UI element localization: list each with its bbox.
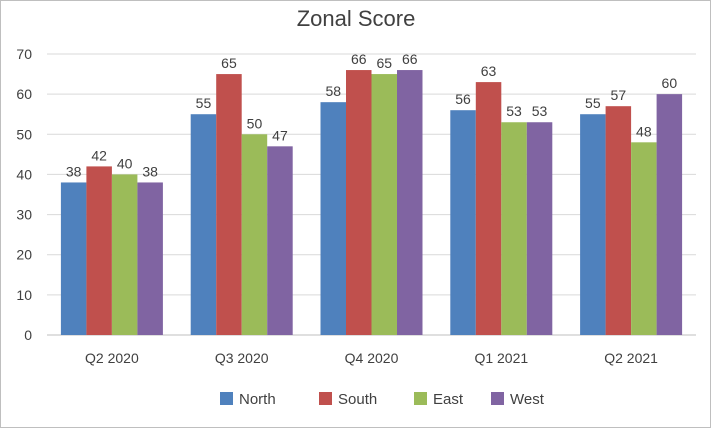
y-tick-label: 40 — [16, 166, 32, 182]
bar-east-4 — [501, 122, 527, 335]
data-label: 58 — [325, 83, 341, 99]
bar-south-3 — [346, 70, 372, 336]
data-label: 55 — [585, 95, 601, 111]
x-tick-label: Q3 2020 — [215, 350, 269, 366]
bar-south-4 — [475, 82, 502, 335]
legend-swatch — [319, 392, 332, 405]
legend-item-north: North — [220, 391, 276, 408]
data-label: 53 — [506, 103, 522, 119]
bar-east-2 — [241, 134, 268, 335]
data-label: 53 — [532, 103, 548, 119]
bar-east-1 — [111, 174, 138, 335]
bar-south-1 — [86, 166, 112, 335]
x-tick-label: Q2 2021 — [604, 350, 658, 366]
y-tick-label: 10 — [16, 287, 32, 303]
data-label: 47 — [272, 127, 288, 143]
data-label: 66 — [351, 51, 367, 67]
data-label: 65 — [376, 55, 392, 71]
x-tick-label: Q4 2020 — [345, 350, 399, 366]
bar-west-2 — [267, 146, 293, 335]
bar-north-4 — [450, 110, 476, 335]
y-tick-label: 20 — [16, 247, 32, 263]
bar-north-2 — [190, 114, 217, 335]
y-tick-label: 60 — [16, 86, 32, 102]
bar-west-4 — [526, 122, 553, 335]
data-label: 65 — [221, 55, 237, 71]
data-label: 38 — [142, 163, 158, 179]
data-label: 38 — [66, 163, 82, 179]
data-labels: 38 42 40 38 55 65 50 47 58 66 65 66 56 63 53 53 55 57 48 60 — [66, 51, 677, 179]
legend-label: North — [239, 391, 276, 408]
x-tick-label: Q1 2021 — [474, 350, 528, 366]
data-label: 60 — [662, 75, 678, 91]
bar-west-3 — [397, 70, 423, 336]
y-tick-label: 0 — [24, 327, 32, 343]
legend-item-south: South — [319, 391, 377, 408]
data-label: 48 — [636, 123, 652, 139]
legend-label: West — [510, 391, 545, 408]
data-label: 57 — [611, 87, 627, 103]
y-axis-ticks: 0 10 20 30 40 50 60 70 — [16, 46, 32, 343]
data-label: 42 — [91, 147, 107, 163]
legend-swatch — [414, 392, 427, 405]
bar-east-5 — [631, 142, 657, 335]
data-label: 40 — [117, 155, 133, 171]
legend-swatch — [220, 392, 233, 405]
legend-item-east: East — [414, 391, 464, 408]
bar-east-3 — [371, 74, 397, 336]
legend-label: East — [433, 391, 464, 408]
chart-title: Zonal Score — [297, 6, 416, 31]
y-tick-label: 30 — [16, 207, 32, 223]
bar-north-1 — [60, 182, 87, 335]
x-axis-ticks: Q2 2020 Q3 2020 Q4 2020 Q1 2021 Q2 2021 — [85, 350, 658, 366]
data-label: 55 — [196, 95, 212, 111]
y-tick-label: 70 — [16, 46, 32, 62]
data-label: 56 — [455, 91, 471, 107]
bar-south-2 — [216, 74, 242, 336]
data-label: 50 — [247, 115, 263, 131]
legend-label: South — [338, 391, 377, 408]
bar-north-5 — [580, 114, 606, 335]
legend-swatch — [491, 392, 504, 405]
data-label: 66 — [402, 51, 418, 67]
legend: North South East West — [220, 391, 545, 408]
y-tick-label: 50 — [16, 126, 32, 142]
x-tick-label: Q2 2020 — [85, 350, 139, 366]
bar-west-5 — [656, 94, 683, 336]
bar-north-3 — [320, 102, 346, 336]
bar-west-1 — [137, 182, 163, 335]
bars — [60, 70, 683, 336]
legend-item-west: West — [491, 391, 545, 408]
data-label: 63 — [481, 63, 497, 79]
bar-south-5 — [605, 106, 632, 335]
